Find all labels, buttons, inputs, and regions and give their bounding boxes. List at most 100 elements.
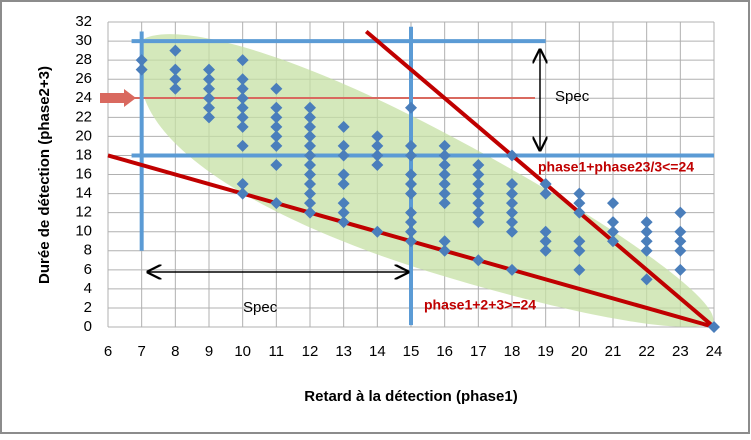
- point: [304, 111, 316, 124]
- point: [236, 73, 249, 86]
- y-tick-label: 26: [75, 70, 92, 87]
- y-tick-label: 22: [75, 108, 92, 125]
- point: [304, 139, 316, 152]
- envelope: [142, 34, 714, 327]
- y-tick-label: 6: [84, 261, 92, 278]
- point: [405, 216, 417, 229]
- point: [640, 235, 653, 248]
- x-tick-label: 9: [205, 343, 213, 360]
- point: [371, 130, 384, 143]
- x-tick-label: 23: [672, 343, 689, 360]
- point: [236, 120, 249, 133]
- point: [203, 92, 215, 105]
- point: [169, 63, 182, 76]
- y-tick-label: 20: [75, 127, 92, 144]
- point: [203, 82, 215, 95]
- y-tick-label: 12: [75, 204, 92, 221]
- point: [506, 216, 518, 229]
- point: [337, 178, 350, 191]
- annotation: phase1+phase23/3<=24: [538, 159, 694, 175]
- point: [270, 101, 283, 114]
- point: [405, 139, 417, 152]
- y-tick-label: 2: [84, 299, 92, 316]
- point: [405, 178, 417, 191]
- point: [405, 101, 417, 114]
- point: [573, 187, 586, 200]
- point: [304, 178, 316, 191]
- point: [640, 216, 653, 229]
- y-tick-label: 16: [75, 165, 92, 182]
- point: [371, 158, 384, 171]
- point: [236, 178, 249, 191]
- point: [640, 244, 653, 257]
- point: [405, 149, 417, 162]
- x-tick-label: 17: [470, 343, 487, 360]
- point: [674, 235, 687, 248]
- point: [135, 54, 148, 67]
- x-tick-label: 14: [369, 343, 386, 360]
- point: [371, 149, 384, 162]
- point: [169, 73, 182, 86]
- point: [472, 178, 485, 191]
- point: [304, 206, 316, 219]
- point: [472, 216, 485, 229]
- point: [270, 120, 283, 133]
- point: [270, 139, 283, 152]
- point: [539, 187, 552, 200]
- point: [304, 168, 316, 181]
- point: [674, 225, 687, 238]
- x-tick-label: 24: [706, 343, 723, 360]
- point: [506, 206, 518, 219]
- point: [573, 244, 586, 257]
- point: [573, 206, 586, 219]
- point: [506, 178, 518, 191]
- x-tick-label: 10: [234, 343, 251, 360]
- point: [236, 101, 249, 114]
- point: [708, 321, 720, 333]
- point: [539, 225, 552, 238]
- x-tick-label: 11: [269, 343, 285, 360]
- y-tick-label: 8: [84, 242, 92, 259]
- point: [472, 168, 485, 181]
- point: [607, 235, 619, 248]
- x-tick-label: 8: [171, 343, 179, 360]
- point: [203, 101, 215, 114]
- reference-line: [364, 30, 716, 329]
- annotation: Spec: [555, 88, 590, 105]
- x-tick-label: 20: [571, 343, 588, 360]
- point: [304, 158, 316, 171]
- y-tick-label: 30: [75, 32, 92, 49]
- point: [371, 225, 384, 238]
- point: [304, 101, 316, 114]
- point: [337, 120, 350, 133]
- x-tick-label: 16: [436, 343, 453, 360]
- point: [304, 187, 316, 200]
- point: [607, 197, 619, 210]
- point: [539, 178, 552, 191]
- point: [438, 187, 451, 200]
- point: [236, 92, 249, 105]
- point: [236, 139, 249, 152]
- point: [438, 178, 451, 191]
- annotation: phase1+2+3>=24: [424, 297, 536, 313]
- x-tick-label: 15: [403, 343, 420, 360]
- point: [405, 235, 417, 248]
- point: [438, 168, 451, 181]
- point: [337, 206, 350, 219]
- point: [304, 120, 316, 133]
- y-tick-label: 18: [75, 146, 92, 163]
- point: [270, 158, 283, 171]
- x-tick-label: 6: [104, 343, 112, 360]
- y-tick-label: 0: [84, 318, 92, 335]
- point: [270, 130, 283, 143]
- point: [405, 225, 417, 238]
- annotation: Spec: [243, 299, 278, 316]
- y-tick-label: 10: [75, 223, 92, 240]
- x-tick-label: 13: [335, 343, 352, 360]
- point: [337, 149, 350, 162]
- point: [438, 139, 451, 152]
- point: [203, 111, 215, 124]
- x-tick-label: 22: [638, 343, 655, 360]
- point: [607, 225, 619, 238]
